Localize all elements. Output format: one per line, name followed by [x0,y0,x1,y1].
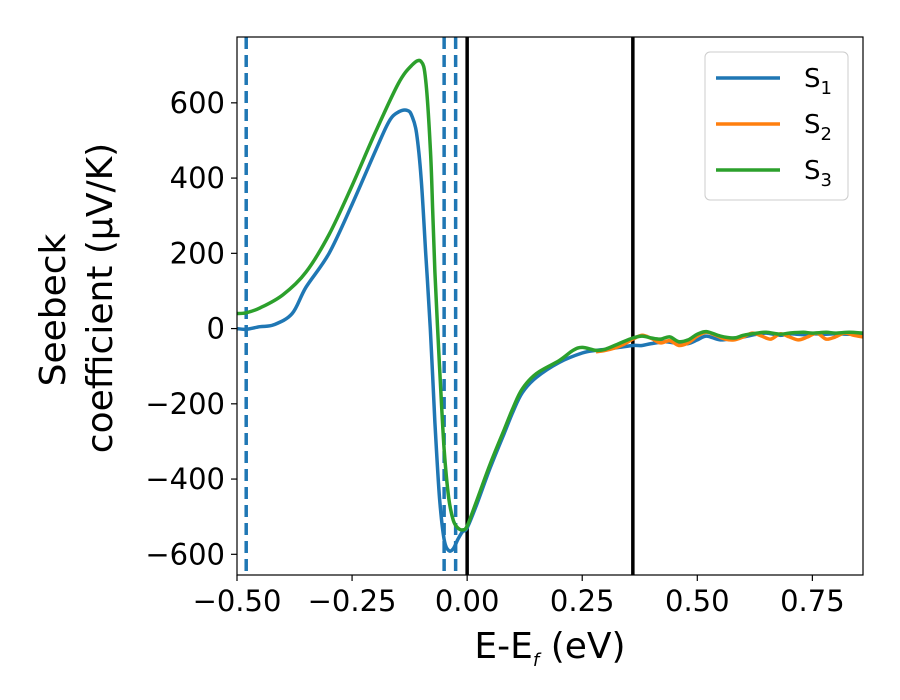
y-tick-label: 400 [170,161,225,195]
legend-label-s2: S2 [804,110,832,145]
x-axis-ticks: −0.50 −0.25 0.00 0.25 0.50 0.75 [193,575,845,618]
y-tick-label: 200 [170,236,225,270]
legend-label-s3: S3 [804,156,832,191]
legend-box [704,51,849,201]
y-axis-title-line2: coefficient (μV/K) [80,143,121,453]
x-tick-label: 0.50 [665,584,730,618]
y-axis-title-line1: Seebeck [33,233,74,386]
series-lines [237,58,863,553]
series-line-s3 [237,58,863,532]
x-tick-label: 0.00 [435,584,500,618]
reference-lines [244,37,635,575]
y-tick-label: −200 [145,387,225,421]
y-tick-label: −400 [145,462,225,496]
x-tick-label: 0.75 [780,584,845,618]
y-tick-label: −600 [145,537,225,571]
plot-frame [236,36,864,576]
x-tick-label: −0.25 [308,584,397,618]
y-tick-label: 0 [207,312,225,346]
x-axis-title: E-Ef (eV) [474,626,625,671]
x-tick-label: −0.50 [193,584,282,618]
x-tick-label: 0.25 [550,584,615,618]
y-tick-label: 600 [170,86,225,120]
y-axis-ticks: −600 −400 −200 0 200 400 600 [145,86,237,571]
legend: S1 S2 S3 [704,51,849,201]
legend-label-s1: S1 [804,64,832,99]
